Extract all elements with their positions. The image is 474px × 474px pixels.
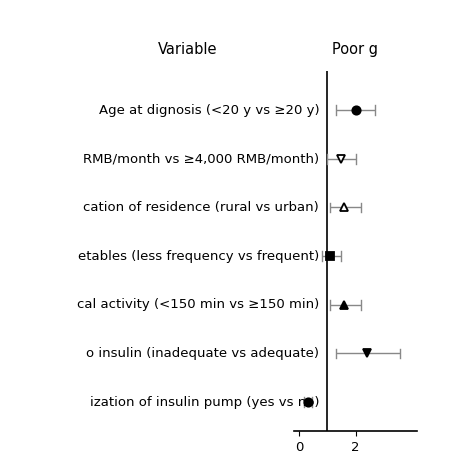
Text: cal activity (<150 min vs ≥150 min): cal activity (<150 min vs ≥150 min) [77,298,319,311]
Text: Variable: Variable [158,42,217,57]
Text: etables (less frequency vs frequent): etables (less frequency vs frequent) [78,250,319,263]
Text: o insulin (inadequate vs adequate): o insulin (inadequate vs adequate) [86,347,319,360]
Text: Poor g: Poor g [332,42,378,57]
Text: ization of insulin pump (yes vs no): ization of insulin pump (yes vs no) [90,396,319,409]
Text: cation of residence (rural vs urban): cation of residence (rural vs urban) [83,201,319,214]
Text: Age at dignosis (<20 y vs ≥20 y): Age at dignosis (<20 y vs ≥20 y) [99,103,319,117]
Text: RMB/month vs ≥4,000 RMB/month): RMB/month vs ≥4,000 RMB/month) [83,152,319,165]
